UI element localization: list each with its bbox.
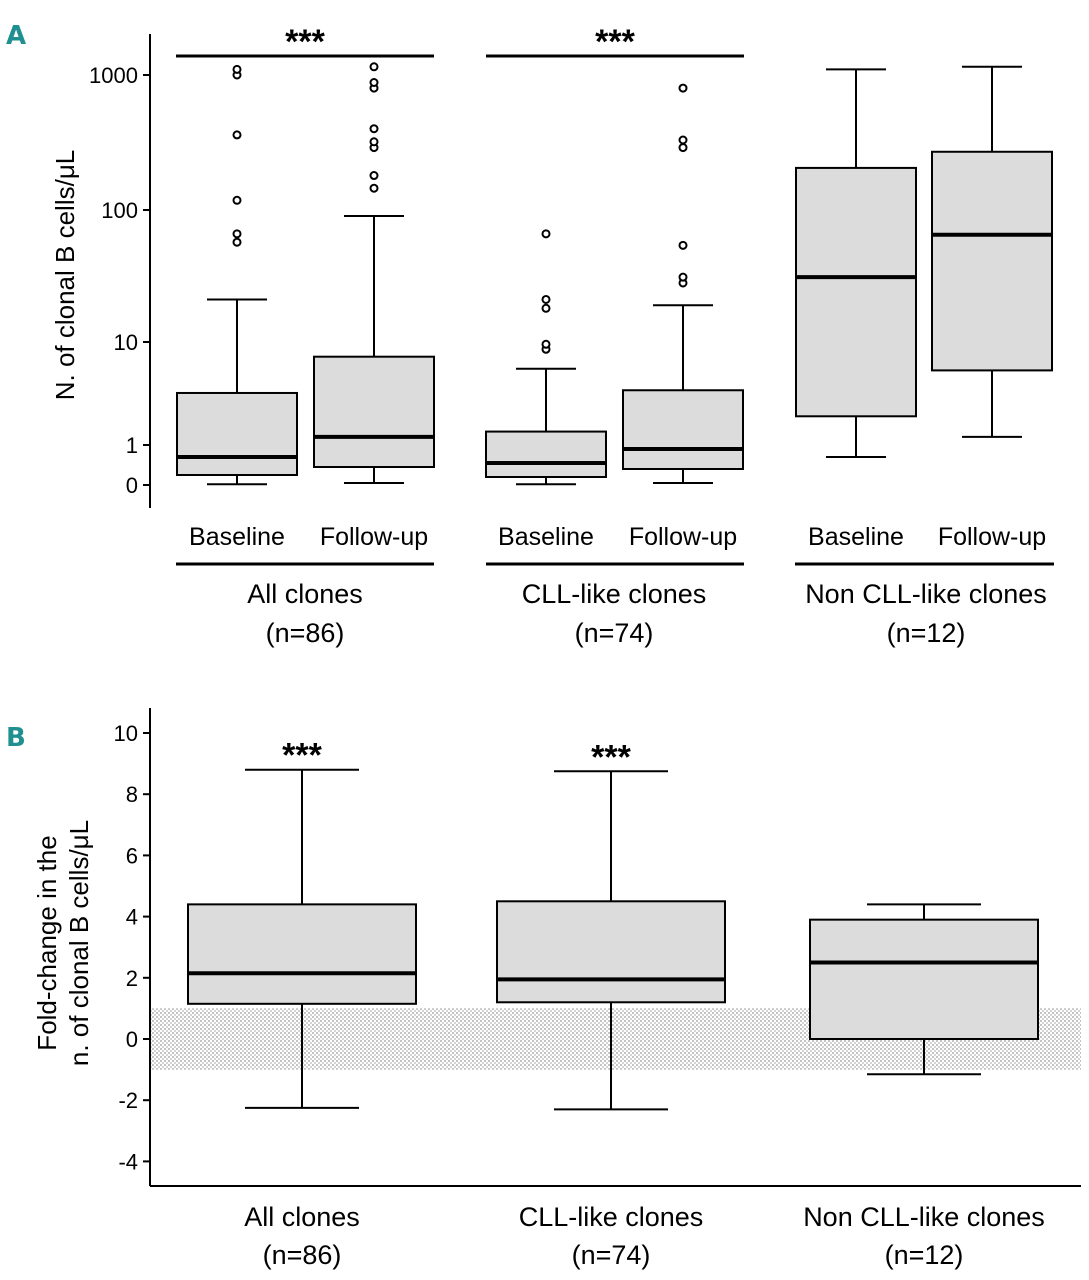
a-y-tick-label: 100 <box>101 198 138 223</box>
b-box-1 <box>496 770 726 1111</box>
a-group-n: (n=86) <box>266 618 345 648</box>
a-outlier-point <box>369 124 379 134</box>
panel-a-significance: *** *** <box>176 23 744 61</box>
a-outlier-point <box>678 240 688 250</box>
a-outlier-point <box>678 135 688 145</box>
b-box-0 <box>187 768 417 1109</box>
a-box-iqr <box>931 150 1053 372</box>
a-y-tick-label: 1000 <box>89 63 138 88</box>
a-outlier-point <box>369 183 379 193</box>
a-outlier-point <box>541 229 551 239</box>
panel-b-significance: *** *** <box>282 737 631 777</box>
b-group-name: All clones <box>244 1202 360 1232</box>
b-group-n: (n=86) <box>263 1240 342 1270</box>
a-outlier-point <box>232 237 242 247</box>
a-box-label: Follow-up <box>938 523 1046 551</box>
a-box-label: Baseline <box>498 523 594 551</box>
a-group-name: CLL-like clones <box>522 579 707 609</box>
panel-a-y-axis-label: N. of clonal B cells/μL <box>50 150 80 401</box>
a-outlier-point <box>232 64 242 74</box>
panel-b-y-axis-label-line2: n. of clonal B cells/μL <box>64 820 94 1066</box>
a-box-0-0 <box>176 64 298 486</box>
a-group-n: (n=12) <box>887 618 966 648</box>
a-outlier-point <box>678 83 688 93</box>
a-outlier-point <box>232 229 242 239</box>
a-outlier-point <box>541 339 551 349</box>
panel-b-y-ticks: 10 8 6 4 2 0 -2 -4 <box>114 721 150 1174</box>
b-y-tick-label: 0 <box>126 1027 138 1052</box>
panel-b: B Fold-change in the n. of clonal B cell… <box>6 708 1081 1270</box>
a-group-name: Non CLL-like clones <box>805 579 1047 609</box>
b-box-iqr <box>187 903 417 1005</box>
a-box-0-1 <box>313 62 435 484</box>
a-outlier-point <box>369 137 379 147</box>
panel-a: A N. of clonal B cells/μL 0 1 10 100 1000 **… <box>6 21 1054 648</box>
a-outlier-point <box>232 195 242 205</box>
b-y-tick-label: 10 <box>114 721 138 746</box>
a-outlier-point <box>369 171 379 181</box>
a-box-iqr <box>485 430 607 478</box>
panel-b-letter: B <box>6 723 26 753</box>
a-y-tick-label: 1 <box>126 433 138 458</box>
b-group-n: (n=74) <box>572 1240 651 1270</box>
b-significance-stars: *** <box>282 737 322 775</box>
b-box-iqr <box>496 900 726 1004</box>
b-group-n: (n=12) <box>885 1240 964 1270</box>
a-significance-stars: *** <box>285 23 325 61</box>
a-y-tick-label: 10 <box>114 330 138 355</box>
a-box-1-0 <box>485 229 607 486</box>
panel-b-y-axis-label-line1: Fold-change in the <box>32 835 62 1050</box>
b-y-tick-label: -4 <box>118 1149 138 1174</box>
a-box-iqr <box>313 355 435 469</box>
a-box-iqr <box>176 391 298 476</box>
b-y-tick-label: 8 <box>126 782 138 807</box>
b-group-name: CLL-like clones <box>519 1202 704 1232</box>
panel-a-letter: A <box>6 21 26 51</box>
b-group-name: Non CLL-like clones <box>803 1202 1045 1232</box>
b-y-tick-label: 2 <box>126 966 138 991</box>
a-outlier-point <box>369 62 379 72</box>
a-box-label: Follow-up <box>320 523 428 551</box>
a-outlier-point <box>678 143 688 153</box>
a-box-label: Baseline <box>189 523 285 551</box>
b-y-tick-label: -2 <box>118 1088 138 1113</box>
a-outlier-point <box>541 294 551 304</box>
a-outlier-point <box>232 130 242 140</box>
b-box-2 <box>809 903 1039 1076</box>
a-outlier-point <box>369 77 379 87</box>
a-box-iqr <box>622 389 744 470</box>
a-box-1-1 <box>622 83 744 484</box>
a-y-tick-label: 0 <box>126 473 138 498</box>
a-significance-stars: *** <box>595 23 635 61</box>
a-box-iqr <box>795 166 917 418</box>
a-box-2-0 <box>795 68 917 458</box>
a-outlier-point <box>678 272 688 282</box>
panel-b-boxes <box>187 768 1039 1111</box>
panel-a-y-ticks: 0 1 10 100 1000 <box>89 63 150 498</box>
b-significance-stars: *** <box>591 738 631 776</box>
a-group-name: All clones <box>247 579 363 609</box>
a-box-label: Follow-up <box>629 523 737 551</box>
b-y-tick-label: 6 <box>126 843 138 868</box>
b-y-tick-label: 4 <box>126 905 138 930</box>
b-box-iqr <box>809 918 1039 1040</box>
a-box-label: Baseline <box>808 523 904 551</box>
panel-a-boxes <box>176 62 1053 486</box>
a-box-2-1 <box>931 65 1053 438</box>
a-outlier-point <box>541 303 551 313</box>
a-group-n: (n=74) <box>575 618 654 648</box>
